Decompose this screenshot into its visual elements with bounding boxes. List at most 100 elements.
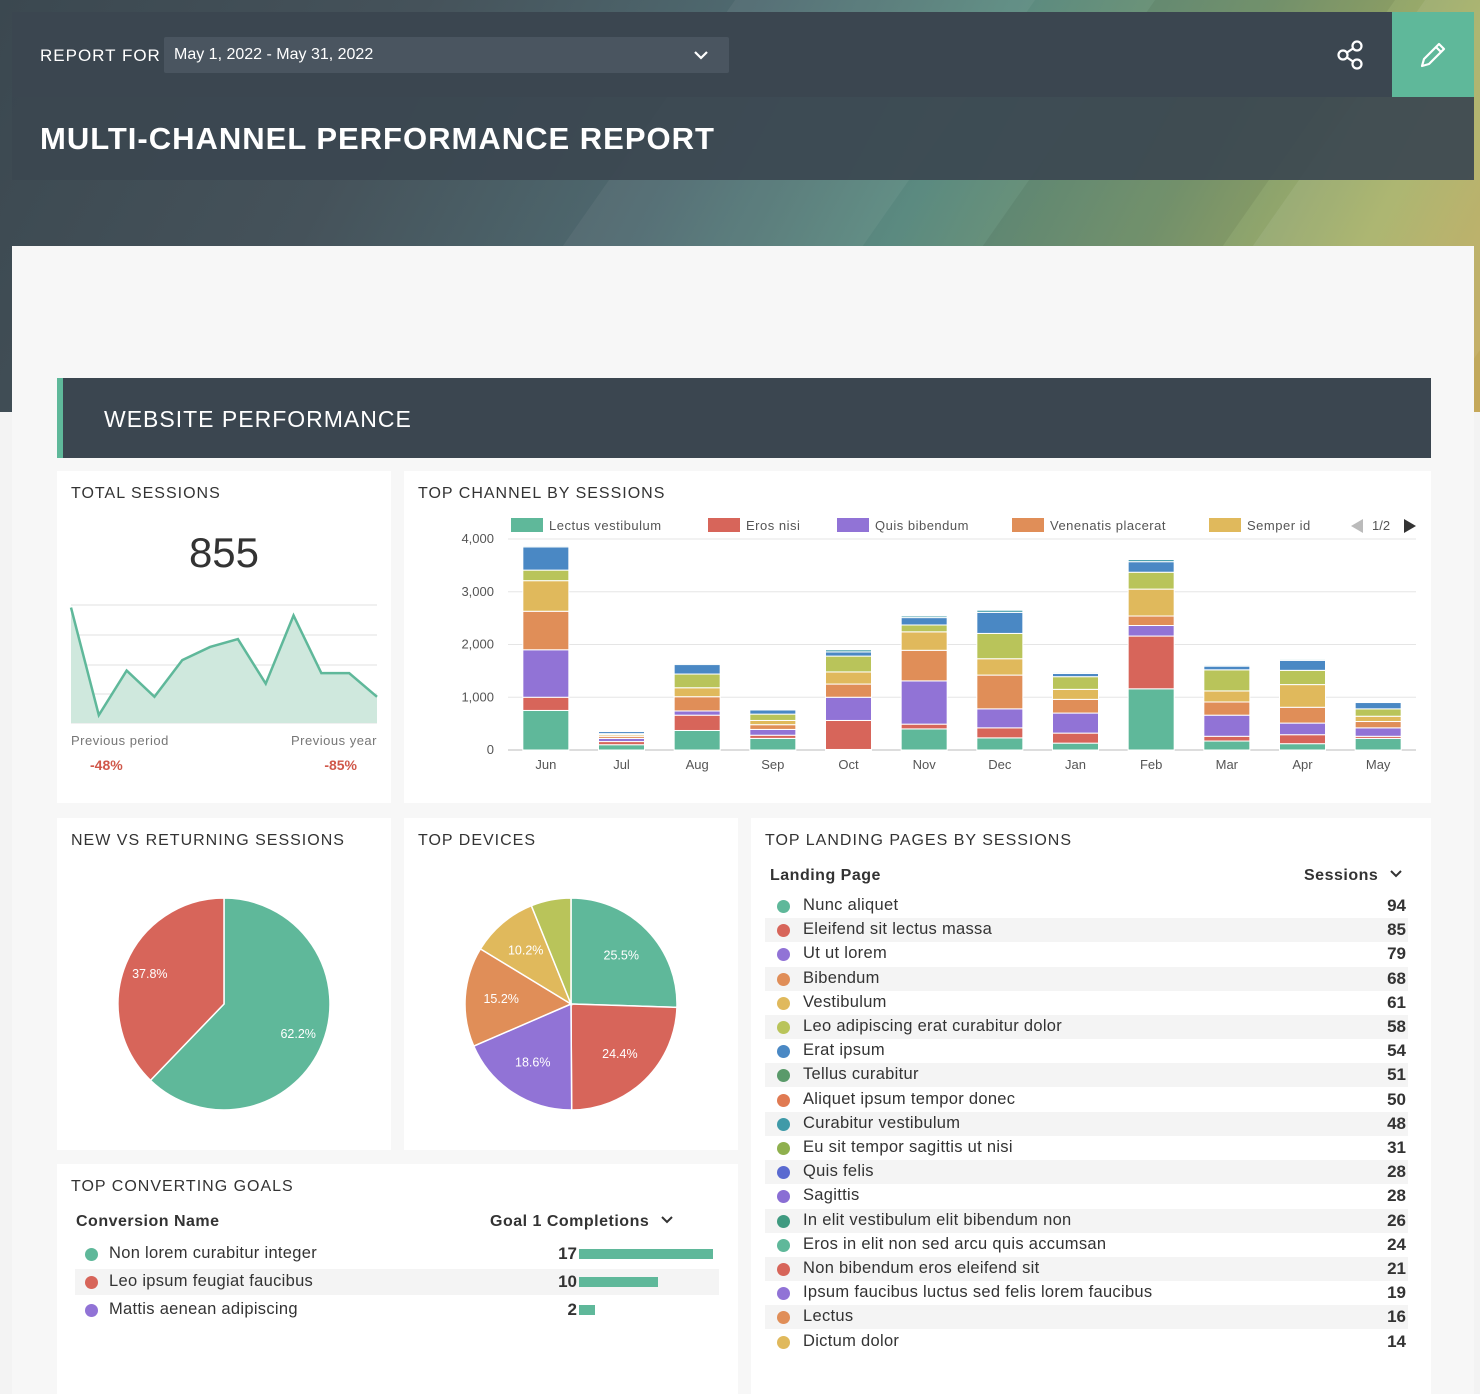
table-row[interactable]: Mattis aenean adipiscing 2: [75, 1297, 719, 1323]
table-row[interactable]: Nunc aliquet 94: [765, 894, 1408, 918]
series-dot: [777, 1142, 790, 1155]
title-bar: MULTI-CHANNEL PERFORMANCE REPORT: [12, 97, 1474, 180]
bar-segment: [1354, 702, 1402, 710]
series-dot: [777, 1214, 790, 1228]
table-row[interactable]: Ipsum faucibus luctus sed felis lorem fa…: [765, 1281, 1408, 1305]
bar-segment: [1127, 688, 1175, 751]
bar-segment: [1354, 727, 1402, 737]
bar-segment: [976, 632, 1024, 660]
bar-segment: [522, 610, 570, 651]
bar-segment: [1052, 712, 1099, 734]
landing-page-sessions: 21: [1387, 1259, 1406, 1278]
sort-desc-icon: [661, 1216, 673, 1224]
bar-segment: [1203, 735, 1251, 742]
legend-next-icon[interactable]: [1402, 518, 1418, 534]
landing-page-sessions: 94: [1387, 896, 1406, 915]
series-dot: [85, 1248, 98, 1261]
landing-page-sessions: 61: [1387, 992, 1406, 1012]
table-row[interactable]: Leo ipsum feugiat faucibus 10: [75, 1269, 719, 1295]
pie-label: 18.6%: [515, 1056, 550, 1070]
table-row[interactable]: Vestibulum 61: [765, 991, 1408, 1015]
landing-page-name: Dictum dolor: [803, 1331, 900, 1350]
column-header-conversion-name[interactable]: Conversion Name: [76, 1213, 220, 1230]
goals-card: TOP CONVERTING GOALS Conversion Name Goa…: [57, 1164, 738, 1394]
goal-name: Mattis aenean adipiscing: [109, 1300, 298, 1318]
bar-segment: [1354, 715, 1402, 723]
table-row[interactable]: Eros in elit non sed arcu quis accumsan …: [765, 1233, 1408, 1257]
bar-segment: [749, 713, 797, 721]
bar-segment: [1127, 559, 1175, 563]
bar-segment: [522, 545, 570, 548]
date-range-select[interactable]: May 1, 2022 - May 31, 2022: [164, 37, 729, 73]
share-icon[interactable]: [1330, 36, 1370, 76]
x-tick-label: Sep: [761, 757, 784, 772]
legend-prev-icon[interactable]: [1349, 518, 1365, 534]
x-tick-label: May: [1366, 757, 1391, 772]
pie-slice: [570, 1003, 678, 1111]
table-row[interactable]: Aliquet ipsum tempor donec 50: [765, 1088, 1408, 1112]
legend-item[interactable]: Lectus vestibulum: [511, 518, 662, 533]
bar-segment: [1279, 684, 1326, 708]
series-dot: [777, 1311, 790, 1325]
legend-item[interactable]: Venenatis placerat: [1012, 518, 1166, 533]
column-header-landing-page[interactable]: Landing Page: [770, 867, 881, 884]
bar-segment: [825, 655, 872, 673]
table-row[interactable]: Eu sit tempor sagittis ut nisi 31: [765, 1136, 1408, 1160]
sessions-header-label: Sessions: [1304, 867, 1379, 884]
legend-item[interactable]: Semper id: [1209, 518, 1311, 533]
table-row[interactable]: Sagittis 28: [765, 1184, 1408, 1208]
bar-segment: [900, 617, 948, 626]
table-row[interactable]: Leo adipiscing erat curabitur dolor 58: [765, 1015, 1408, 1039]
date-range-value: May 1, 2022 - May 31, 2022: [174, 46, 374, 63]
bar-segment: [1203, 664, 1251, 667]
series-dot: [777, 1021, 790, 1034]
table-row[interactable]: Lectus 16: [765, 1305, 1408, 1330]
landing-pages-card: TOP LANDING PAGES BY SESSIONS Landing Pa…: [751, 818, 1431, 1394]
pie-label: 10.2%: [508, 944, 543, 958]
table-row[interactable]: Ut ut lorem 79: [765, 942, 1408, 966]
bar-segment: [749, 737, 797, 751]
pie-slice: [530, 897, 572, 1005]
column-header-goal-completions[interactable]: Goal 1 Completions: [490, 1213, 674, 1231]
legend-swatch: [511, 518, 543, 532]
table-row[interactable]: Dictum dolor 14: [765, 1330, 1408, 1354]
legend-item[interactable]: Quis bibendum: [837, 518, 969, 533]
table-row[interactable]: Non lorem curabitur integer 17: [75, 1241, 719, 1267]
y-tick-label: 3,000: [461, 584, 494, 599]
table-row[interactable]: In elit vestibulum elit bibendum non 26: [765, 1208, 1408, 1233]
x-tick-label: Jan: [1065, 757, 1086, 772]
table-row[interactable]: Erat ipsum 54: [765, 1039, 1408, 1063]
bar-segment: [900, 631, 948, 651]
legend-pager: 1/2: [1372, 518, 1391, 533]
sparkline-line: [69, 607, 378, 719]
table-row[interactable]: Quis felis 28: [765, 1160, 1408, 1185]
bar-segment: [825, 696, 872, 721]
bar-segment: [900, 649, 948, 682]
landing-page-name: Nunc aliquet: [803, 896, 899, 914]
card-title: TOP CONVERTING GOALS: [71, 1178, 294, 1195]
bar-segment: [1052, 698, 1099, 714]
column-header-sessions[interactable]: Sessions: [1304, 867, 1403, 885]
table-row[interactable]: Eleifend sit lectus massa 85: [765, 918, 1408, 943]
bar-segment: [522, 569, 570, 582]
y-tick-label: 4,000: [461, 531, 494, 546]
x-tick-label: Feb: [1140, 757, 1162, 772]
x-tick-label: Apr: [1292, 757, 1313, 772]
series-dot: [777, 1287, 790, 1301]
legend-item[interactable]: Eros nisi: [708, 518, 800, 533]
series-dot: [777, 1045, 790, 1059]
bar-segment: [1354, 708, 1402, 717]
landing-page-name: Erat ipsum: [803, 1041, 885, 1060]
landing-page-name: Eros in elit non sed arcu quis accumsan: [803, 1234, 1107, 1253]
table-row[interactable]: Non bibendum eros eleifend sit 21: [765, 1257, 1408, 1281]
bar-segment: [1127, 625, 1175, 637]
goal-name: Leo ipsum feugiat faucibus: [109, 1272, 314, 1290]
edit-button[interactable]: [1392, 12, 1474, 97]
pie-slice: [117, 897, 225, 1082]
legend-swatch: [1209, 518, 1241, 532]
table-row[interactable]: Curabitur vestibulum 48: [765, 1111, 1408, 1136]
card-title: TOP DEVICES: [418, 832, 536, 849]
table-row[interactable]: Bibendum 68: [765, 966, 1408, 991]
series-dot: [777, 1069, 790, 1083]
table-row[interactable]: Tellus curabitur 51: [765, 1063, 1408, 1088]
